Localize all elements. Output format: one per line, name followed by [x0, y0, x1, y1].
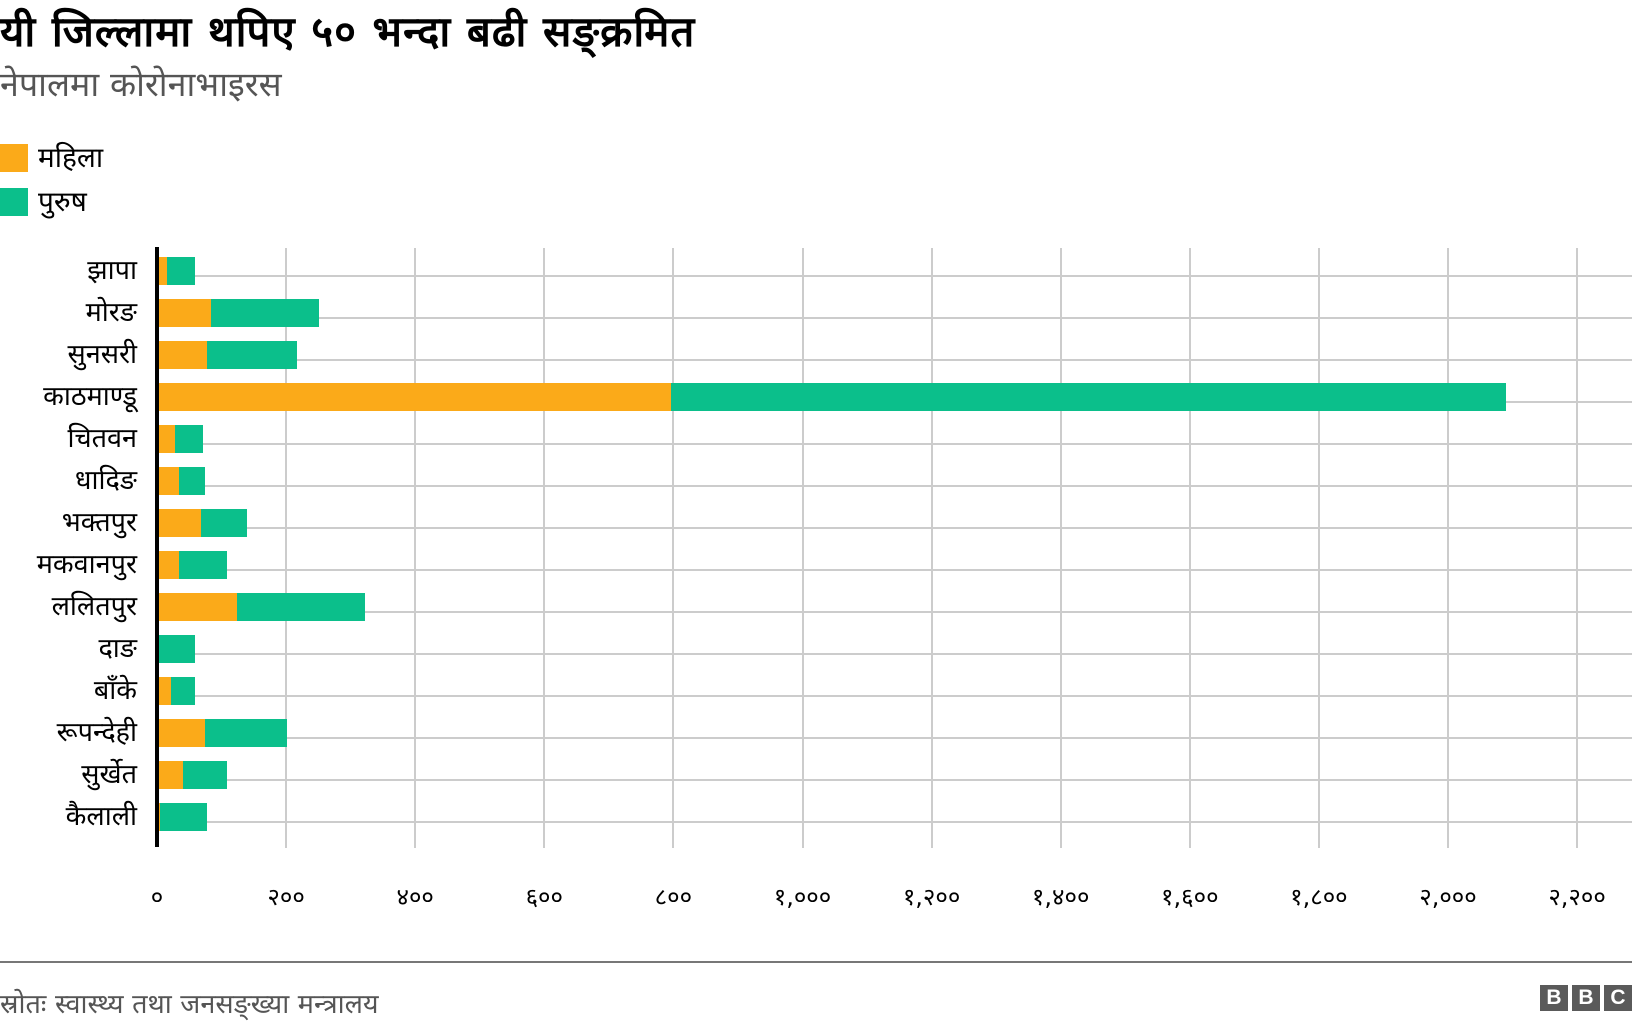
- gridline-horizontal: [157, 569, 1632, 571]
- gridline-horizontal: [157, 821, 1632, 823]
- gridline-horizontal: [157, 275, 1632, 277]
- gridline-horizontal: [157, 611, 1632, 613]
- bar-segment-male: [211, 299, 320, 327]
- gridline-vertical: [1447, 248, 1449, 848]
- category-label: काठमाण्डू: [43, 381, 137, 412]
- bbc-logo: B B C: [1540, 985, 1632, 1011]
- gridline-horizontal: [157, 317, 1632, 319]
- bar-segment-male: [158, 635, 196, 663]
- bbc-logo-letter: B: [1572, 985, 1600, 1011]
- bar-segment-male: [178, 551, 227, 579]
- legend-label-male: पुरुष: [38, 185, 87, 218]
- bar-segment-male: [207, 341, 298, 369]
- category-label: चितवन: [67, 423, 137, 454]
- category-label: भक्तपुर: [61, 507, 137, 538]
- gridline-vertical: [1059, 248, 1062, 848]
- category-label: कैलाली: [65, 801, 137, 832]
- y-axis-line: [155, 247, 159, 847]
- x-axis-tick-label: ६००: [525, 883, 564, 911]
- legend-item-female: महिला: [0, 136, 103, 180]
- legend: महिला पुरुष: [0, 136, 103, 224]
- x-axis-tick-label: १,४००: [1031, 883, 1090, 911]
- bar-segment-male: [160, 803, 208, 831]
- gridline-vertical: [1188, 248, 1191, 848]
- x-axis-tick-label: २,२००: [1548, 883, 1606, 911]
- gridline-horizontal: [157, 485, 1632, 487]
- x-axis-tick-label: ४००: [396, 883, 434, 911]
- x-axis-tick-label: ८००: [654, 883, 693, 911]
- bar-segment-female: [157, 551, 179, 579]
- bar-segment-female: [157, 509, 201, 537]
- gridline-vertical: [1576, 248, 1579, 848]
- gridline-vertical: [930, 248, 933, 848]
- bar-segment-male: [171, 677, 196, 705]
- category-label: ललितपुर: [51, 591, 137, 622]
- bar-segment-female: [157, 719, 205, 747]
- x-axis-tick-label: २००: [267, 883, 305, 911]
- bar-segment-male: [178, 467, 205, 495]
- x-axis-tick-label: १,०००: [773, 883, 832, 911]
- chart-title: यी जिल्लामा थपिए ५० भन्दा बढी सङ्क्रमित: [0, 7, 696, 56]
- gridline-vertical: [285, 248, 288, 848]
- gridline-vertical: [801, 248, 804, 848]
- source-note: स्रोतः स्वास्थ्य तथा जनसङ्ख्या मन्त्रालय: [0, 989, 379, 1020]
- bar-segment-male: [204, 719, 287, 747]
- bar-segment-female: [157, 425, 176, 453]
- bar-segment-female: [157, 761, 183, 789]
- bar-segment-female: [157, 677, 172, 705]
- gridline-horizontal: [157, 359, 1632, 361]
- legend-swatch-female: [0, 144, 28, 172]
- category-label: सुर्खेत: [81, 759, 137, 790]
- gridline-horizontal: [157, 443, 1632, 445]
- gridline-vertical: [414, 248, 417, 848]
- bar-segment-male: [182, 761, 227, 789]
- legend-item-male: पुरुष: [0, 180, 103, 224]
- bar-segment-male: [237, 593, 365, 621]
- category-label: धादिङ: [74, 465, 137, 496]
- gridline-horizontal: [157, 695, 1632, 697]
- gridline-vertical: [1317, 248, 1320, 848]
- category-label: मोरङ: [85, 297, 137, 328]
- bar-segment-male: [671, 383, 1507, 411]
- category-label: सुनसरी: [67, 339, 137, 370]
- gridline-horizontal: [157, 527, 1632, 529]
- x-axis-tick-label: ०: [150, 883, 164, 911]
- category-label: दाङ: [98, 633, 137, 664]
- bar-segment-female: [157, 467, 179, 495]
- gridline-horizontal: [157, 779, 1632, 781]
- bar-segment-female: [157, 593, 238, 621]
- bar-segment-male: [200, 509, 248, 537]
- x-axis-tick-label: १,२००: [902, 883, 961, 911]
- bar-segment-male: [175, 425, 203, 453]
- x-axis-tick-label: १,६००: [1161, 883, 1219, 911]
- bbc-logo-letter: C: [1604, 985, 1632, 1011]
- bbc-logo-letter: B: [1540, 985, 1568, 1011]
- category-label: बाँके: [93, 675, 137, 706]
- bar-segment-female: [157, 383, 672, 411]
- legend-swatch-male: [0, 188, 28, 216]
- chart-subtitle: नेपालमा कोरोनाभाइरस: [0, 65, 282, 105]
- category-label: रूपन्देही: [56, 717, 137, 748]
- gridline-vertical: [543, 248, 546, 848]
- category-label: झापा: [87, 255, 137, 286]
- footer-divider: [0, 961, 1632, 963]
- x-axis-tick-label: १,८००: [1290, 883, 1348, 911]
- gridline-horizontal: [157, 737, 1632, 739]
- bar-segment-female: [157, 257, 167, 285]
- gridline-vertical: [672, 248, 675, 848]
- bar-segment-female: [157, 299, 212, 327]
- legend-label-female: महिला: [38, 141, 104, 174]
- category-label: मकवानपुर: [36, 549, 137, 580]
- bar-segment-female: [157, 341, 208, 369]
- bar-segment-male: [166, 257, 196, 285]
- gridline-horizontal: [157, 653, 1632, 655]
- x-axis-tick-label: २,०००: [1419, 883, 1477, 911]
